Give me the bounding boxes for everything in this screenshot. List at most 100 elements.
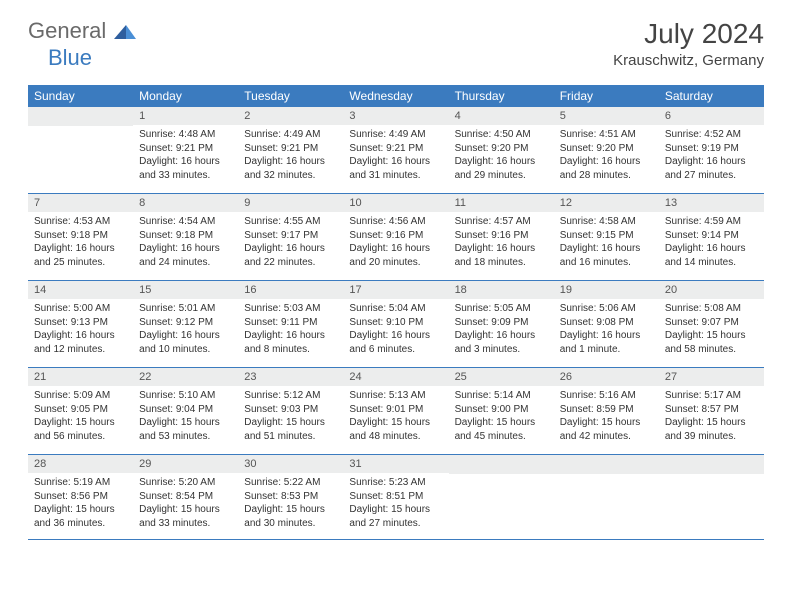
sunset-text: Sunset: 9:16 PM — [455, 229, 548, 243]
sunset-text: Sunset: 9:20 PM — [560, 142, 653, 156]
daylight-text: Daylight: 15 hours and 45 minutes. — [455, 416, 548, 443]
sunrise-text: Sunrise: 4:49 AM — [349, 128, 442, 142]
day-number: 8 — [133, 194, 238, 212]
sunrise-text: Sunrise: 5:12 AM — [244, 389, 337, 403]
sunset-text: Sunset: 9:16 PM — [349, 229, 442, 243]
sunset-text: Sunset: 9:07 PM — [665, 316, 758, 330]
day-cell: 2Sunrise: 4:49 AMSunset: 9:21 PMDaylight… — [238, 107, 343, 193]
sunrise-text: Sunrise: 5:17 AM — [665, 389, 758, 403]
sunset-text: Sunset: 9:08 PM — [560, 316, 653, 330]
daylight-text: Daylight: 15 hours and 42 minutes. — [560, 416, 653, 443]
day-cell: 28Sunrise: 5:19 AMSunset: 8:56 PMDayligh… — [28, 455, 133, 539]
sunrise-text: Sunrise: 5:20 AM — [139, 476, 232, 490]
daylight-text: Daylight: 15 hours and 56 minutes. — [34, 416, 127, 443]
day-number: 28 — [28, 455, 133, 473]
day-cell: 6Sunrise: 4:52 AMSunset: 9:19 PMDaylight… — [659, 107, 764, 193]
day-body: Sunrise: 5:23 AMSunset: 8:51 PMDaylight:… — [343, 473, 448, 535]
sunrise-text: Sunrise: 5:09 AM — [34, 389, 127, 403]
sunset-text: Sunset: 9:09 PM — [455, 316, 548, 330]
logo-text-2: Blue — [48, 45, 92, 70]
daylight-text: Daylight: 16 hours and 16 minutes. — [560, 242, 653, 269]
sunrise-text: Sunrise: 4:50 AM — [455, 128, 548, 142]
day-body: Sunrise: 4:52 AMSunset: 9:19 PMDaylight:… — [659, 125, 764, 187]
day-body: Sunrise: 4:50 AMSunset: 9:20 PMDaylight:… — [449, 125, 554, 187]
day-cell: 19Sunrise: 5:06 AMSunset: 9:08 PMDayligh… — [554, 281, 659, 367]
dayname-row: Sunday Monday Tuesday Wednesday Thursday… — [28, 85, 764, 107]
sunrise-text: Sunrise: 4:59 AM — [665, 215, 758, 229]
sunrise-text: Sunrise: 5:13 AM — [349, 389, 442, 403]
sunset-text: Sunset: 9:15 PM — [560, 229, 653, 243]
daylight-text: Daylight: 15 hours and 51 minutes. — [244, 416, 337, 443]
dayname: Monday — [133, 85, 238, 107]
day-number — [449, 455, 554, 474]
sunrise-text: Sunrise: 5:19 AM — [34, 476, 127, 490]
day-number: 5 — [554, 107, 659, 125]
day-number — [659, 455, 764, 474]
day-body: Sunrise: 5:04 AMSunset: 9:10 PMDaylight:… — [343, 299, 448, 361]
day-body: Sunrise: 5:09 AMSunset: 9:05 PMDaylight:… — [28, 386, 133, 448]
day-cell: 16Sunrise: 5:03 AMSunset: 9:11 PMDayligh… — [238, 281, 343, 367]
day-number: 30 — [238, 455, 343, 473]
calendar: Sunday Monday Tuesday Wednesday Thursday… — [28, 85, 764, 540]
day-cell — [28, 107, 133, 193]
day-number: 10 — [343, 194, 448, 212]
sunset-text: Sunset: 8:59 PM — [560, 403, 653, 417]
day-number: 17 — [343, 281, 448, 299]
sunset-text: Sunset: 9:10 PM — [349, 316, 442, 330]
location-subtitle: Krauschwitz, Germany — [613, 52, 764, 69]
sunset-text: Sunset: 8:57 PM — [665, 403, 758, 417]
day-cell: 1Sunrise: 4:48 AMSunset: 9:21 PMDaylight… — [133, 107, 238, 193]
daylight-text: Daylight: 16 hours and 14 minutes. — [665, 242, 758, 269]
weeks-container: 1Sunrise: 4:48 AMSunset: 9:21 PMDaylight… — [28, 107, 764, 540]
day-cell: 14Sunrise: 5:00 AMSunset: 9:13 PMDayligh… — [28, 281, 133, 367]
day-cell — [659, 455, 764, 539]
day-number: 27 — [659, 368, 764, 386]
daylight-text: Daylight: 15 hours and 39 minutes. — [665, 416, 758, 443]
day-cell: 5Sunrise: 4:51 AMSunset: 9:20 PMDaylight… — [554, 107, 659, 193]
day-cell: 15Sunrise: 5:01 AMSunset: 9:12 PMDayligh… — [133, 281, 238, 367]
sunset-text: Sunset: 9:18 PM — [34, 229, 127, 243]
sunset-text: Sunset: 9:19 PM — [665, 142, 758, 156]
daylight-text: Daylight: 15 hours and 36 minutes. — [34, 503, 127, 530]
daylight-text: Daylight: 16 hours and 12 minutes. — [34, 329, 127, 356]
sunset-text: Sunset: 9:21 PM — [349, 142, 442, 156]
dayname: Wednesday — [343, 85, 448, 107]
sunset-text: Sunset: 9:12 PM — [139, 316, 232, 330]
sunset-text: Sunset: 9:17 PM — [244, 229, 337, 243]
daylight-text: Daylight: 16 hours and 33 minutes. — [139, 155, 232, 182]
day-body: Sunrise: 4:48 AMSunset: 9:21 PMDaylight:… — [133, 125, 238, 187]
day-cell: 25Sunrise: 5:14 AMSunset: 9:00 PMDayligh… — [449, 368, 554, 454]
sunset-text: Sunset: 9:00 PM — [455, 403, 548, 417]
dayname: Saturday — [659, 85, 764, 107]
day-number: 2 — [238, 107, 343, 125]
day-number: 21 — [28, 368, 133, 386]
sunset-text: Sunset: 9:18 PM — [139, 229, 232, 243]
day-cell — [449, 455, 554, 539]
day-number: 18 — [449, 281, 554, 299]
day-body: Sunrise: 4:49 AMSunset: 9:21 PMDaylight:… — [343, 125, 448, 187]
day-cell: 12Sunrise: 4:58 AMSunset: 9:15 PMDayligh… — [554, 194, 659, 280]
sunset-text: Sunset: 8:53 PM — [244, 490, 337, 504]
logo: General Blue — [28, 18, 136, 71]
daylight-text: Daylight: 15 hours and 27 minutes. — [349, 503, 442, 530]
day-cell: 8Sunrise: 4:54 AMSunset: 9:18 PMDaylight… — [133, 194, 238, 280]
daylight-text: Daylight: 16 hours and 29 minutes. — [455, 155, 548, 182]
day-body: Sunrise: 5:22 AMSunset: 8:53 PMDaylight:… — [238, 473, 343, 535]
logo-icon — [114, 19, 136, 45]
day-body: Sunrise: 4:55 AMSunset: 9:17 PMDaylight:… — [238, 212, 343, 274]
day-body: Sunrise: 5:01 AMSunset: 9:12 PMDaylight:… — [133, 299, 238, 361]
day-cell: 23Sunrise: 5:12 AMSunset: 9:03 PMDayligh… — [238, 368, 343, 454]
daylight-text: Daylight: 16 hours and 24 minutes. — [139, 242, 232, 269]
sunrise-text: Sunrise: 4:48 AM — [139, 128, 232, 142]
sunrise-text: Sunrise: 4:52 AM — [665, 128, 758, 142]
day-body: Sunrise: 4:56 AMSunset: 9:16 PMDaylight:… — [343, 212, 448, 274]
sunset-text: Sunset: 9:20 PM — [455, 142, 548, 156]
week-row: 28Sunrise: 5:19 AMSunset: 8:56 PMDayligh… — [28, 455, 764, 540]
daylight-text: Daylight: 15 hours and 33 minutes. — [139, 503, 232, 530]
title-block: July 2024 Krauschwitz, Germany — [613, 18, 764, 69]
daylight-text: Daylight: 16 hours and 10 minutes. — [139, 329, 232, 356]
day-number: 9 — [238, 194, 343, 212]
day-body: Sunrise: 4:59 AMSunset: 9:14 PMDaylight:… — [659, 212, 764, 274]
dayname: Tuesday — [238, 85, 343, 107]
day-number: 15 — [133, 281, 238, 299]
